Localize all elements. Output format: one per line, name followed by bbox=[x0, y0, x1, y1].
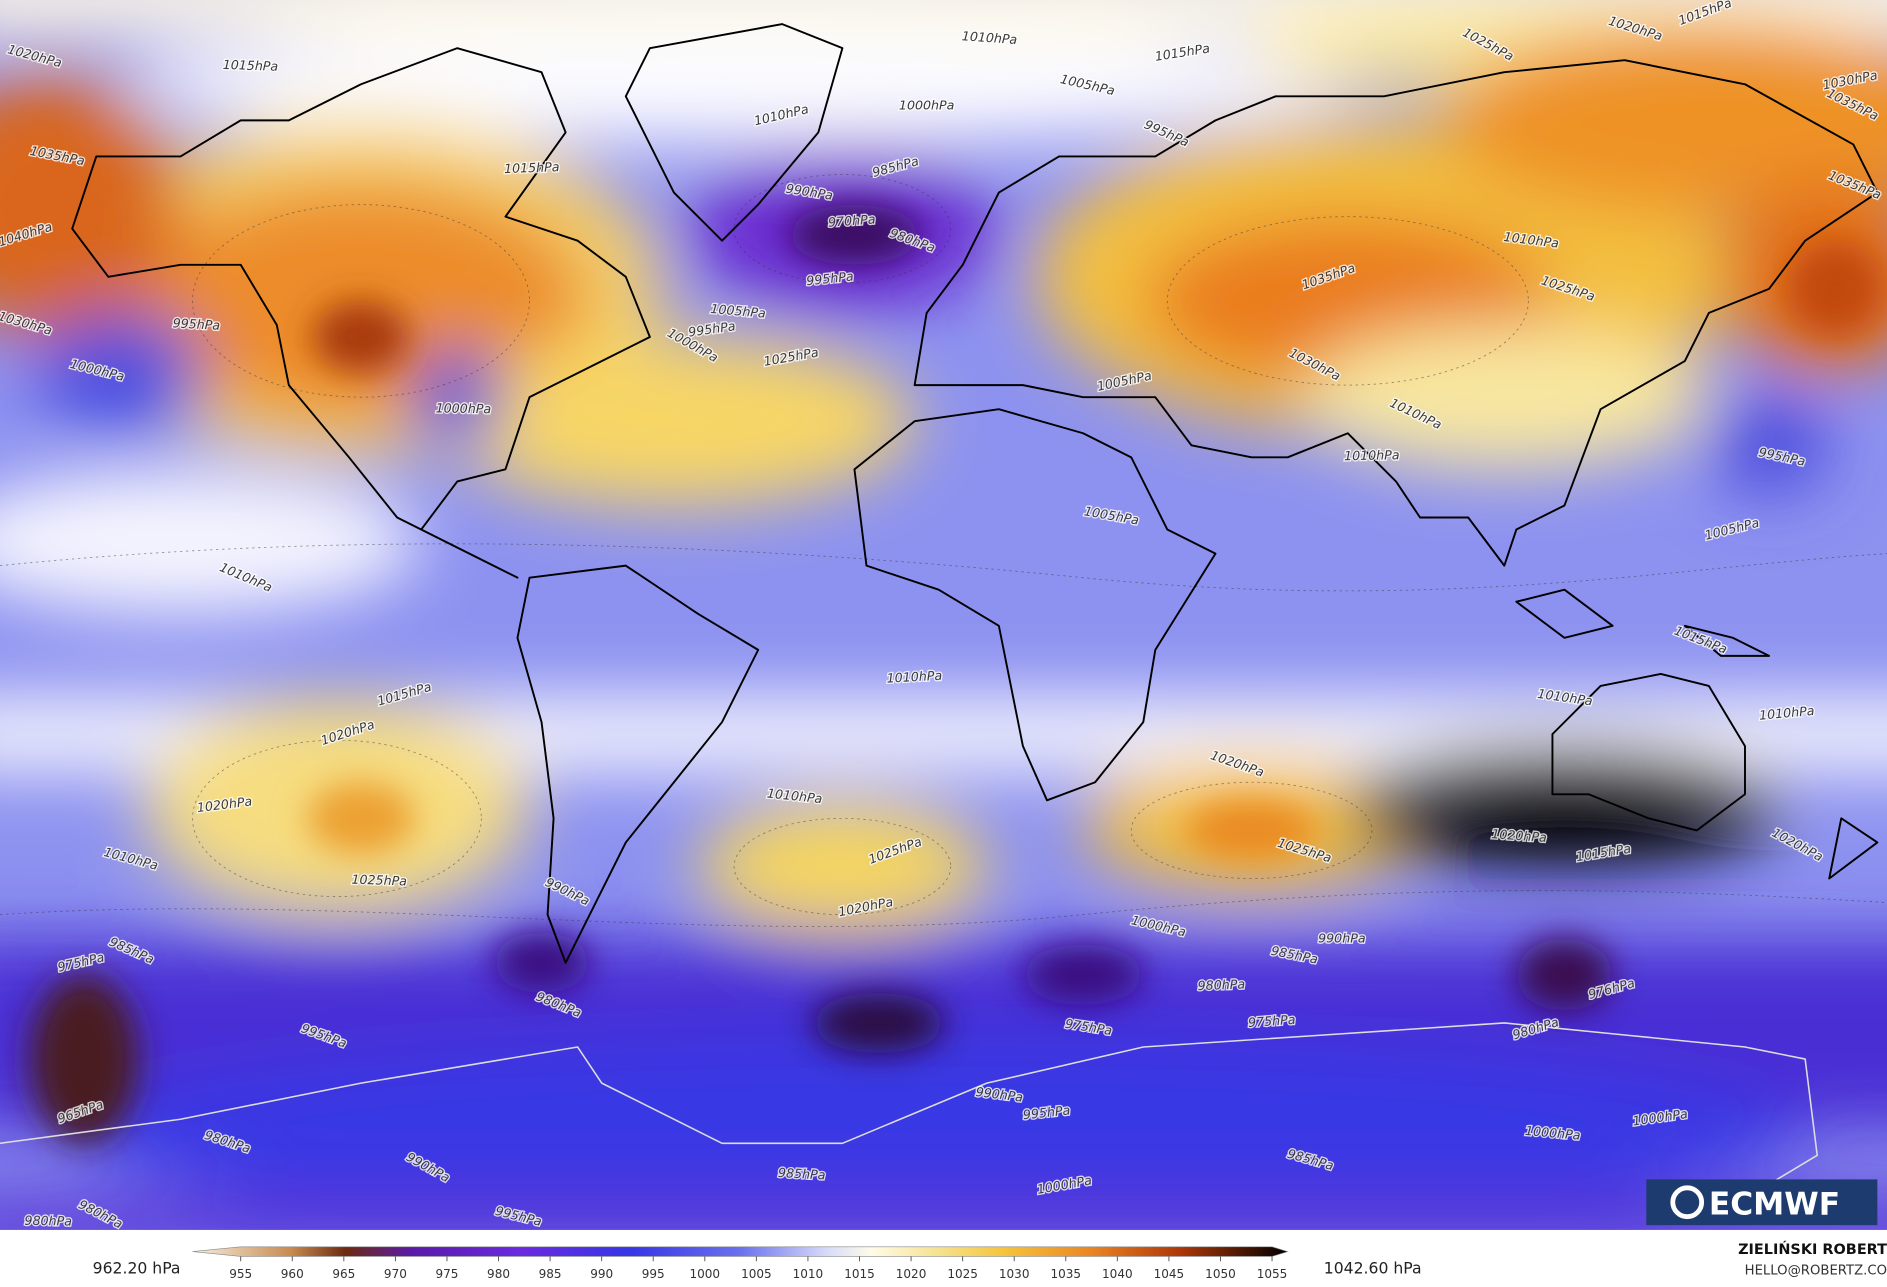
map-shape bbox=[1299, 324, 1709, 470]
map-shape bbox=[1347, 746, 1782, 867]
contour-label: 1010hPa bbox=[1758, 703, 1815, 723]
contour-label: 990hPa bbox=[975, 1084, 1024, 1105]
contour-label: 1000hPa bbox=[1525, 1123, 1582, 1143]
map-shape bbox=[30, 204, 1884, 1144]
map-shape bbox=[192, 204, 530, 398]
credit-name: ZIELIŃSKI ROBERT bbox=[1738, 1240, 1887, 1258]
colorbar-tick-label: 1035 bbox=[1050, 1267, 1081, 1281]
map-shape bbox=[913, 59, 1879, 567]
logo-icon bbox=[1670, 1185, 1705, 1220]
map-shape bbox=[306, 782, 416, 855]
colorbar-tick-label: 1005 bbox=[741, 1267, 772, 1281]
map-shape bbox=[30, 974, 139, 1144]
map-shape bbox=[788, 204, 921, 265]
colorbar-tick-label: 955 bbox=[229, 1267, 252, 1281]
contour-label: 990hPa bbox=[1318, 930, 1365, 945]
map-shape bbox=[120, 24, 1372, 145]
contour-label: 995hPa bbox=[806, 268, 855, 288]
isobars bbox=[0, 174, 1887, 927]
map-shape bbox=[493, 932, 590, 993]
colorbar-tick-label: 970 bbox=[384, 1267, 407, 1281]
contour-label: 1015hPa bbox=[222, 57, 278, 74]
contour-label: 1020hPa bbox=[1491, 826, 1547, 845]
colorbar-tick-label: 1055 bbox=[1257, 1267, 1288, 1281]
colorbar-tick-label: 965 bbox=[332, 1267, 355, 1281]
credit-contact: HELLO@ROBERTZ.CO bbox=[1745, 1263, 1887, 1278]
contour-label: 1000hPa bbox=[436, 400, 492, 416]
colorbar-tick-label: 960 bbox=[281, 1267, 304, 1281]
contour-label: 985hPa bbox=[778, 1165, 826, 1182]
colorbar-tick-label: 995 bbox=[642, 1267, 665, 1281]
colorbar-tick-label: 980 bbox=[487, 1267, 510, 1281]
map-shape bbox=[853, 408, 1217, 802]
map-shape bbox=[733, 817, 952, 916]
footer bbox=[0, 1229, 1887, 1287]
map-shape bbox=[733, 174, 952, 284]
colorbar-tick-label: 1020 bbox=[896, 1267, 927, 1281]
colorbar-tick-label: 1000 bbox=[690, 1267, 721, 1281]
logo: ECMWF bbox=[1646, 1179, 1878, 1226]
map-shape bbox=[0, 72, 181, 337]
logo-text: ECMWF bbox=[1709, 1186, 1840, 1222]
colorbar-tick-label: 1025 bbox=[947, 1267, 978, 1281]
colorbar-ramp bbox=[192, 1246, 1289, 1257]
contour-label: 1025hPa bbox=[351, 872, 407, 889]
coastlines bbox=[0, 23, 1879, 1193]
map-shape bbox=[1166, 216, 1529, 386]
map-shape bbox=[72, 1034, 1806, 1228]
colorbar-tick-label: 1015 bbox=[844, 1267, 875, 1281]
map-shape bbox=[1708, 397, 1830, 494]
contour-label: 980hPa bbox=[1197, 976, 1245, 993]
contour-label: 975hPa bbox=[1248, 1012, 1296, 1030]
map-shape bbox=[312, 300, 410, 374]
contour-label: 1010hPa bbox=[961, 28, 1017, 47]
map-shape bbox=[697, 800, 987, 933]
colorbar-tick-label: 1040 bbox=[1102, 1267, 1133, 1281]
contour-label: 970hPa bbox=[828, 211, 876, 229]
map-shape bbox=[1444, 24, 1887, 217]
map-shape bbox=[0, 1022, 1818, 1193]
map-shape bbox=[1130, 781, 1373, 879]
contour-label: 1005hPa bbox=[710, 301, 767, 321]
colorbar-tick-label: 990 bbox=[590, 1267, 613, 1281]
colorbar-tick-label: 985 bbox=[539, 1267, 562, 1281]
map-shape bbox=[1551, 672, 1746, 832]
map-shape bbox=[192, 739, 482, 898]
map-shape bbox=[1022, 944, 1144, 1005]
contour-label: 1015hPa bbox=[504, 159, 560, 176]
map-shape bbox=[36, 312, 205, 434]
contour-label: 1010hPa bbox=[766, 785, 823, 806]
colorbar-max: 1042.60 hPa bbox=[1324, 1258, 1422, 1277]
map-shape bbox=[624, 23, 844, 242]
map-shape bbox=[409, 349, 506, 446]
contour-label: 995hPa bbox=[1022, 1102, 1071, 1122]
colorbar-tick-label: 1010 bbox=[793, 1267, 824, 1281]
map-shape bbox=[1515, 588, 1879, 880]
contour-label: 1010hPa bbox=[1344, 447, 1400, 463]
colorbar-min: 962.20 hPa bbox=[93, 1258, 181, 1277]
map-shape bbox=[1787, 240, 1884, 337]
colorbar-tick-label: 1050 bbox=[1205, 1267, 1236, 1281]
map-shape bbox=[0, 469, 422, 614]
contour-label: 1010hPa bbox=[886, 668, 942, 686]
map-shape bbox=[516, 564, 760, 964]
colorbar-tick-label: 975 bbox=[435, 1267, 458, 1281]
colorbar: 962.20 hPa 1042.60 hPa 955 960 965 970 975 98… bbox=[93, 1246, 1422, 1281]
map-shape bbox=[812, 992, 945, 1054]
colorbar-tick-label: 1045 bbox=[1154, 1267, 1185, 1281]
map-shape bbox=[71, 47, 651, 579]
map-shape bbox=[0, 1191, 1887, 1230]
contour-label: 1000hPa bbox=[899, 98, 954, 113]
contour-label: 995hPa bbox=[172, 315, 220, 332]
map-shape bbox=[1185, 800, 1318, 861]
contour-label: 980hPa bbox=[24, 1213, 72, 1229]
map-shape bbox=[0, 890, 1887, 927]
map-shape bbox=[1516, 938, 1613, 1011]
colorbar-tick-label: 1030 bbox=[999, 1267, 1030, 1281]
map-shape bbox=[433, 336, 915, 506]
